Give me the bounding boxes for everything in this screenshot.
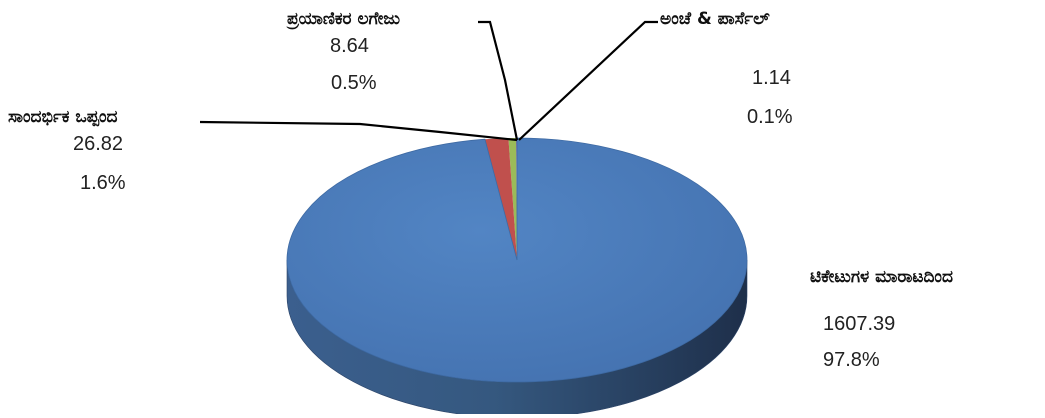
label-ticket-sales-category: ಟಿಕೇಟುಗಳ ಮಾರಾಟದಿಂದ xyxy=(810,267,953,287)
slice-labels: ಟಿಕೇಟುಗಳ ಮಾರಾಟದಿಂದ 1607.39 97.8% ಸಾಂದರ್ಭಿಕ … xyxy=(8,9,953,371)
label-casual-contract-category: ಸಾಂದರ್ಭಿಕ ಒಪ್ಪಂದ xyxy=(8,107,118,127)
leader-post-parcel xyxy=(518,20,658,141)
leader-casual-contract xyxy=(199,120,518,142)
leader-lines xyxy=(199,20,658,142)
pie-slices xyxy=(286,137,748,383)
leader-passenger-luggage xyxy=(478,20,519,141)
label-passenger-luggage: ಪ್ರಯಾಣಿಕರ ಲಗೇಜು 8.64 0.5% xyxy=(286,9,401,94)
label-passenger-luggage-value: 8.64 xyxy=(330,35,369,57)
label-casual-contract: ಸಾಂದರ್ಭಿಕ ಒಪ್ಪಂದ 26.82 1.6% xyxy=(8,107,126,194)
label-casual-contract-value: 26.82 xyxy=(73,133,123,155)
slice-ticket-sales xyxy=(286,137,748,383)
label-post-parcel-value: 1.14 xyxy=(752,67,791,89)
label-passenger-luggage-category: ಪ್ರಯಾಣಿಕರ ಲಗೇಜು xyxy=(286,9,401,30)
label-post-parcel-category: ಅಂಚೆ & ಪಾರ್ಸೆಲ್ xyxy=(660,9,770,29)
label-ticket-sales: ಟಿಕೇಟುಗಳ ಮಾರಾಟದಿಂದ 1607.39 97.8% xyxy=(810,267,953,371)
slice-passenger-luggage xyxy=(508,138,517,260)
label-casual-contract-percent: 1.6% xyxy=(80,172,126,194)
label-ticket-sales-value: 1607.39 xyxy=(823,313,895,335)
label-post-parcel: ಅಂಚೆ & ಪಾರ್ಸೆಲ್ 1.14 0.1% xyxy=(660,9,793,128)
label-post-parcel-percent: 0.1% xyxy=(747,106,793,128)
label-passenger-luggage-percent: 0.5% xyxy=(331,72,377,94)
label-ticket-sales-percent: 97.8% xyxy=(823,349,880,371)
